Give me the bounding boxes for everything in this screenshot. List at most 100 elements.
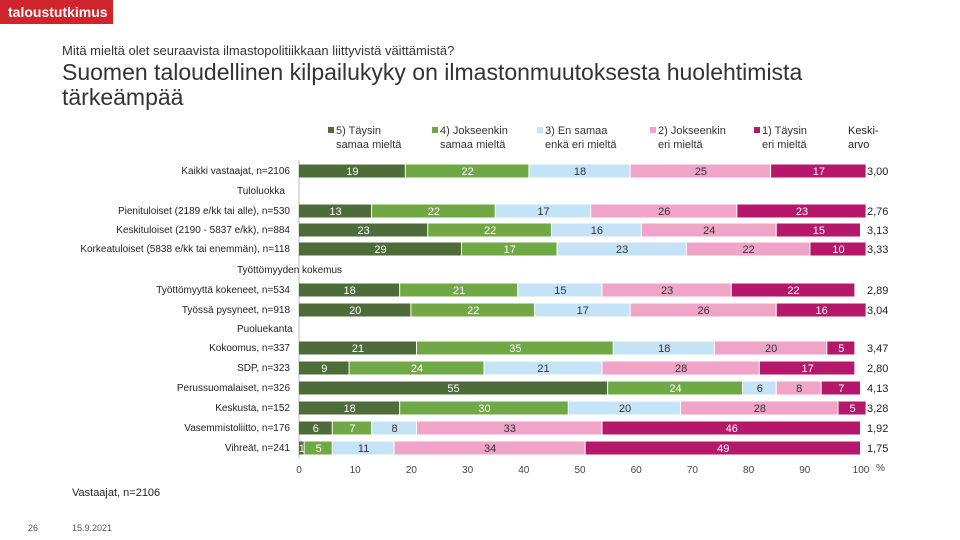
data-label: 18 bbox=[343, 285, 355, 297]
data-label: 11 bbox=[358, 443, 369, 455]
data-label: 34 bbox=[484, 443, 496, 455]
data-label: 22 bbox=[742, 244, 754, 256]
category-label: SDP, n=323 bbox=[237, 363, 290, 374]
data-label: 23 bbox=[616, 244, 628, 256]
bar-segment bbox=[428, 223, 551, 237]
data-label: 17 bbox=[504, 244, 516, 256]
bar-segment bbox=[332, 421, 372, 435]
data-label: 20 bbox=[619, 403, 631, 415]
bar-segment bbox=[484, 361, 602, 375]
legend-label-3-line2: enkä eri mieltä bbox=[545, 139, 617, 151]
category-label: Vihreät, n=241 bbox=[225, 443, 291, 454]
group-label: Puoluekanta bbox=[237, 324, 293, 335]
bar-segment bbox=[776, 381, 821, 395]
bar-segment bbox=[394, 441, 585, 455]
data-label: 18 bbox=[658, 343, 670, 355]
data-label: 25 bbox=[695, 166, 707, 178]
legend-swatch-3 bbox=[537, 127, 543, 133]
bar-segment bbox=[681, 401, 838, 415]
survey-question: Mitä mieltä olet seuraavista ilmastopoli… bbox=[62, 43, 455, 58]
x-tick-label: 100 bbox=[853, 465, 870, 476]
mean-value: 2,76 bbox=[867, 206, 888, 218]
data-label: 35 bbox=[509, 343, 521, 355]
data-label: 30 bbox=[478, 403, 490, 415]
data-label: 24 bbox=[703, 225, 715, 237]
legend-label-4-line1: 4) Jokseenkin bbox=[440, 125, 508, 137]
bar-segment bbox=[299, 164, 405, 178]
bar-segment bbox=[495, 204, 591, 218]
bar-segment bbox=[372, 204, 495, 218]
x-tick-label: 30 bbox=[462, 465, 474, 476]
bar-segment bbox=[557, 242, 686, 256]
data-label: 22 bbox=[428, 206, 440, 218]
bar-segment bbox=[535, 303, 630, 317]
bar-segment bbox=[591, 204, 737, 218]
bar-segment bbox=[742, 381, 776, 395]
mean-value: 2,80 bbox=[867, 363, 888, 375]
mean-value: 3,28 bbox=[867, 403, 888, 415]
data-label: 17 bbox=[801, 363, 813, 375]
bar-segment bbox=[776, 303, 866, 317]
data-label: 22 bbox=[787, 285, 799, 297]
legend-label-2-line1: 2) Jokseenkin bbox=[658, 125, 726, 137]
mean-value: 3,13 bbox=[867, 225, 888, 237]
bar-segment bbox=[551, 223, 641, 237]
bar-segment bbox=[299, 361, 349, 375]
bar-segment bbox=[299, 441, 304, 455]
bar-segment bbox=[518, 283, 602, 297]
data-label: 17 bbox=[537, 206, 549, 218]
bar-segment bbox=[759, 361, 855, 375]
category-label: Kaikki vastaajat, n=2106 bbox=[181, 166, 290, 177]
data-label: 18 bbox=[343, 403, 355, 415]
category-label: Pienituloiset (2189 e/kk tai alle), n=53… bbox=[118, 206, 290, 217]
x-tick-label: 40 bbox=[518, 465, 530, 476]
mean-value: 3,00 bbox=[867, 166, 888, 178]
data-label: 16 bbox=[816, 305, 828, 317]
data-label: 28 bbox=[754, 403, 766, 415]
legend-label-5-line1: 5) Täysin bbox=[336, 125, 382, 137]
data-label: 46 bbox=[726, 423, 738, 435]
bar-segment bbox=[737, 204, 866, 218]
bar-segment bbox=[299, 421, 332, 435]
category-label: Kokoomus, n=337 bbox=[209, 343, 290, 354]
bar-segment bbox=[299, 341, 417, 355]
legend-label-5-line2: samaa mieltä bbox=[336, 139, 402, 151]
data-label: 9 bbox=[321, 363, 327, 375]
mean-header: Keski- arvo bbox=[848, 124, 888, 152]
report-date: 15.9.2021 bbox=[72, 523, 113, 533]
legend-label-2-line2: eri mieltä bbox=[658, 139, 703, 151]
legend-item-4: 4) Jokseenkin samaa mieltä bbox=[432, 124, 508, 152]
data-label: 8 bbox=[391, 423, 397, 435]
bar-segment bbox=[299, 303, 411, 317]
data-label: 5 bbox=[838, 343, 844, 355]
bar-segment bbox=[400, 283, 518, 297]
data-label: 26 bbox=[698, 305, 710, 317]
bar-segment bbox=[299, 204, 372, 218]
data-label: 18 bbox=[574, 166, 586, 178]
bar-segment bbox=[529, 164, 630, 178]
data-label: 29 bbox=[374, 244, 386, 256]
mean-value: 1,92 bbox=[867, 423, 888, 435]
legend-swatch-2 bbox=[650, 127, 656, 133]
data-label: 23 bbox=[796, 206, 808, 218]
legend-label-4-line2: samaa mieltä bbox=[440, 139, 506, 151]
mean-header-line2: arvo bbox=[848, 139, 870, 151]
bar-segment bbox=[686, 242, 810, 256]
bar-segment bbox=[613, 341, 714, 355]
mean-value: 2,89 bbox=[867, 285, 888, 297]
x-tick-label: 80 bbox=[743, 465, 755, 476]
data-label: 24 bbox=[411, 363, 423, 375]
bar-segment bbox=[602, 421, 860, 435]
x-tick-label: 50 bbox=[574, 465, 586, 476]
data-label: 28 bbox=[675, 363, 687, 375]
bar-segment bbox=[714, 341, 827, 355]
data-label: 10 bbox=[832, 244, 844, 256]
data-label: 15 bbox=[813, 225, 825, 237]
data-label: 22 bbox=[467, 305, 479, 317]
category-label: Perussuomalaiset, n=326 bbox=[177, 383, 291, 394]
brand-logo: taloustutkimus bbox=[0, 0, 113, 24]
data-label: 6 bbox=[757, 383, 763, 395]
data-label: 23 bbox=[358, 225, 370, 237]
mean-value: 1,75 bbox=[867, 443, 888, 455]
data-label: 8 bbox=[796, 383, 802, 395]
